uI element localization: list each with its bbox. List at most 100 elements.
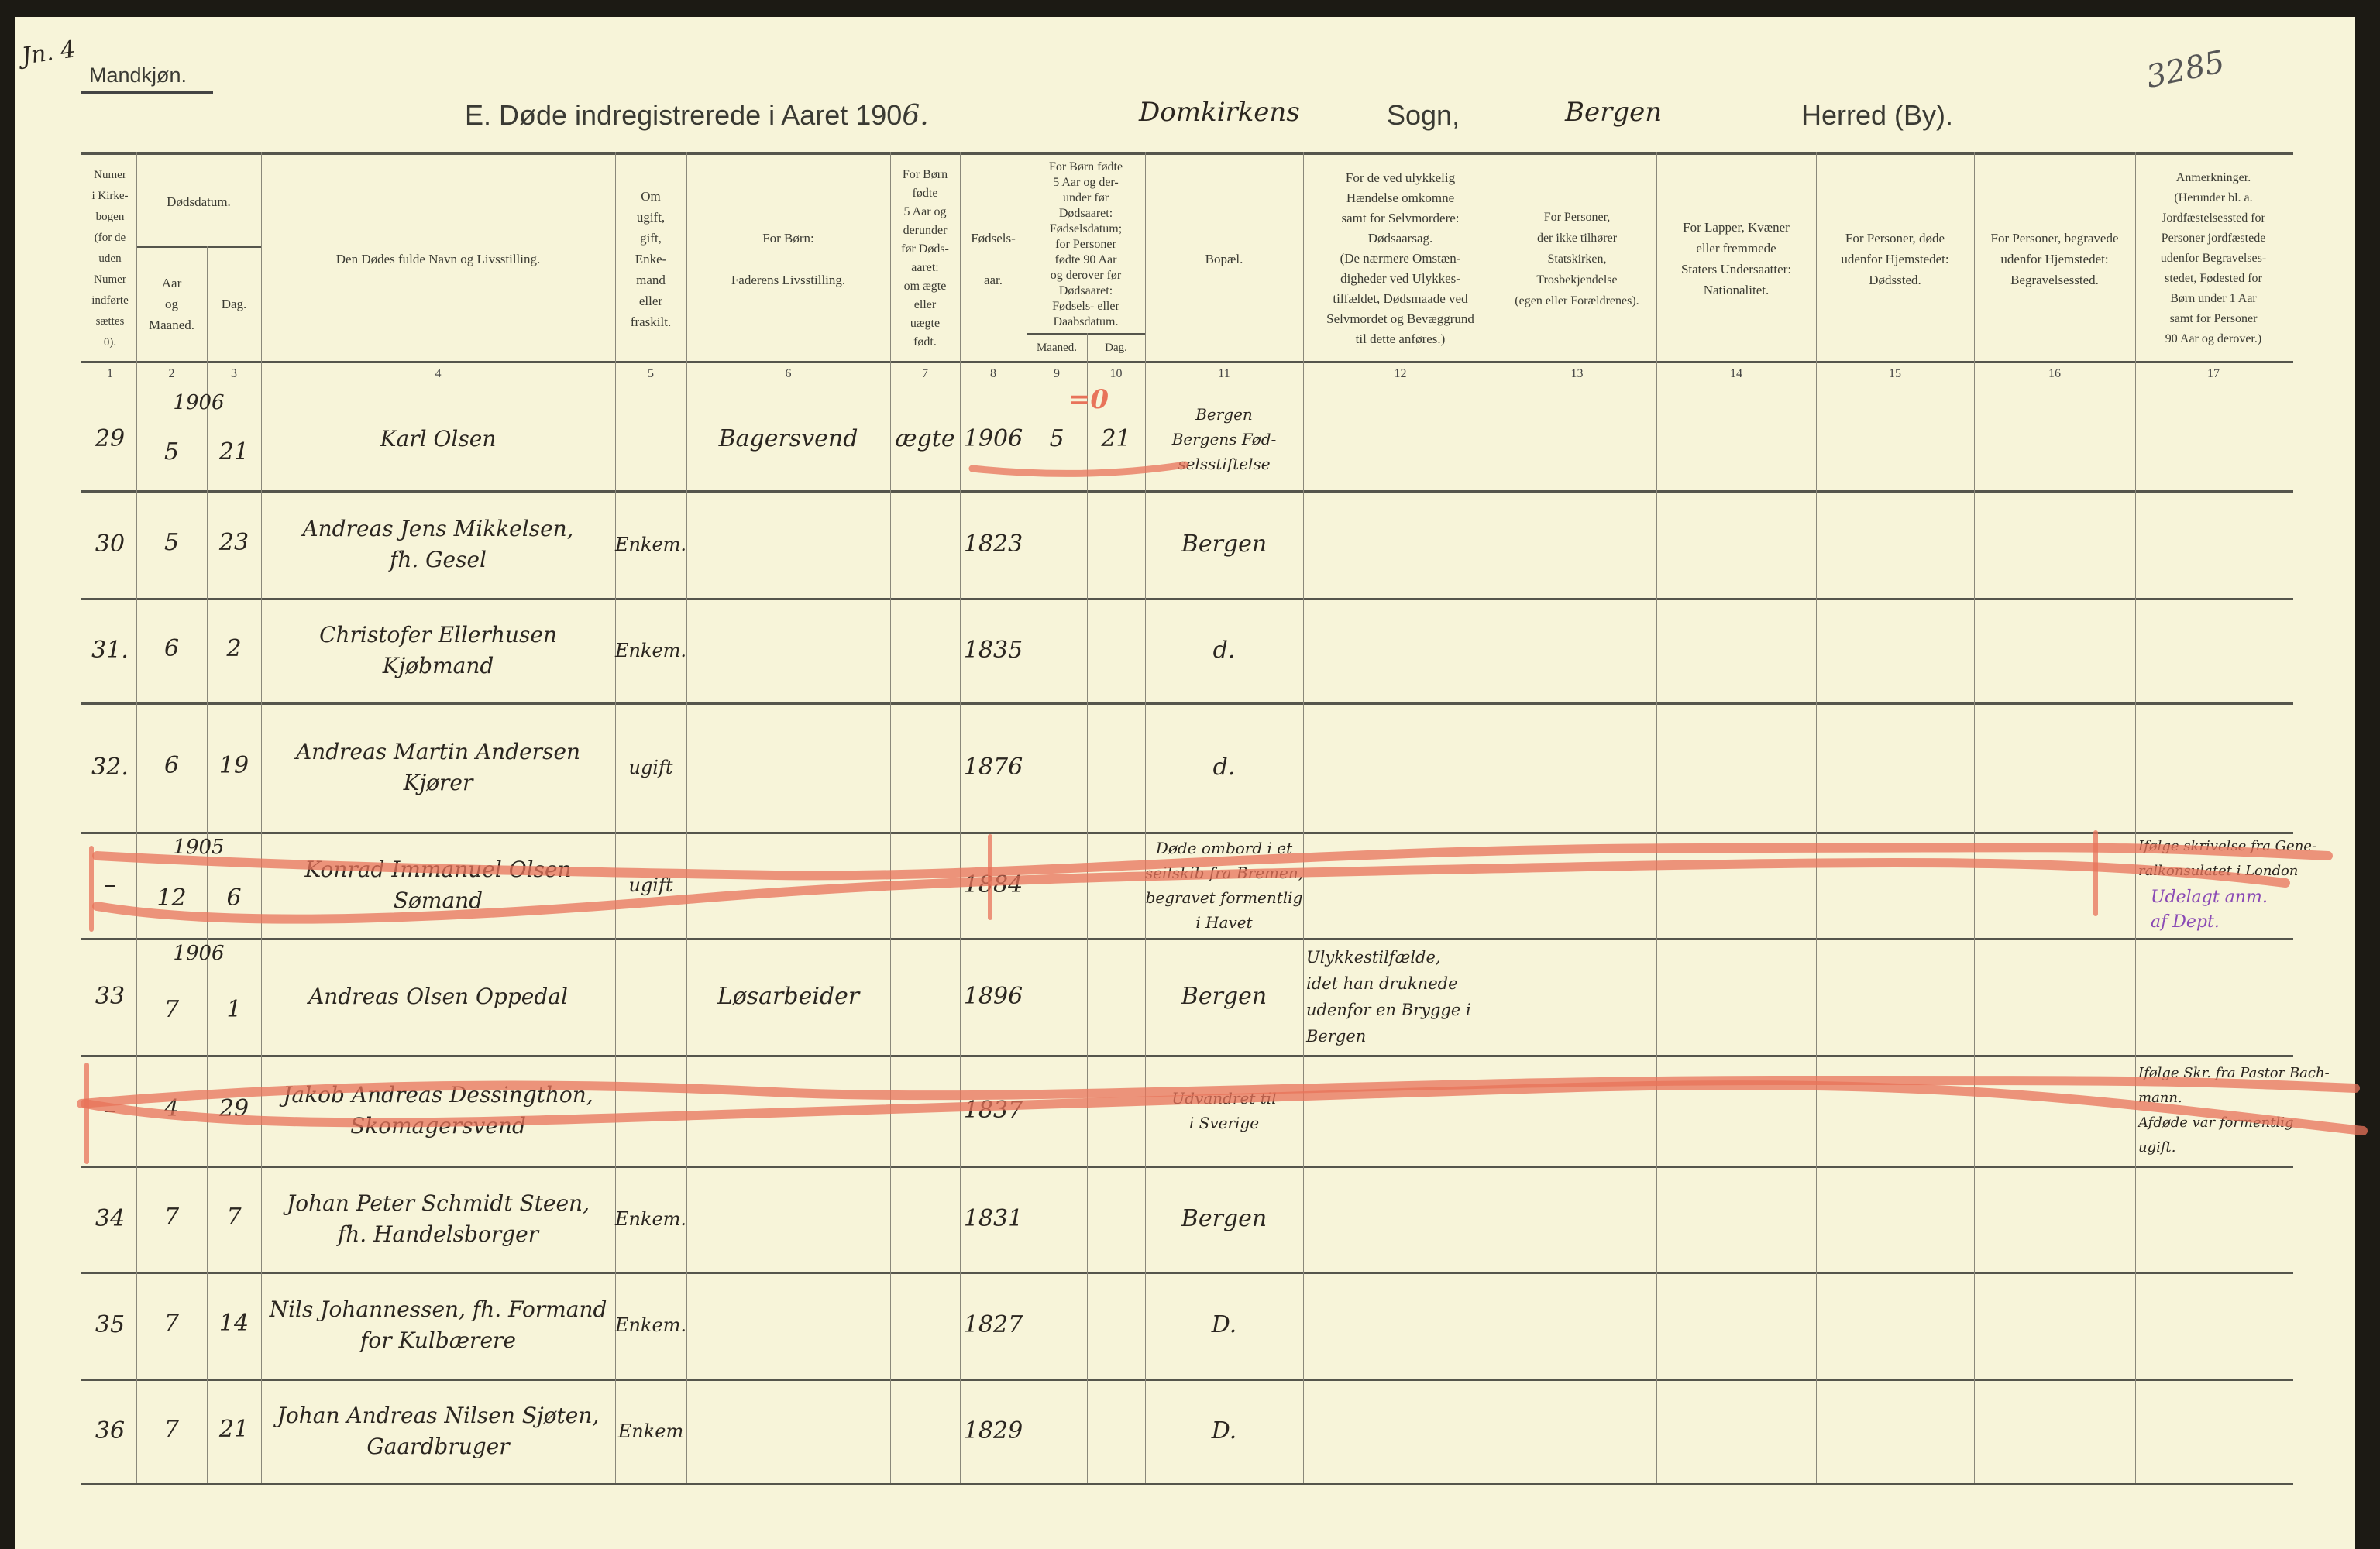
row-day: 14	[218, 1310, 249, 1337]
parish-name: Domkirkens	[1139, 97, 1300, 128]
row-name: Andreas Martin Andersen Kjører	[295, 738, 581, 795]
row-nr: 29	[95, 424, 126, 452]
column-rule	[1087, 333, 1088, 1483]
row-residence: D.	[1211, 1311, 1237, 1338]
row-residence: D.	[1211, 1417, 1237, 1444]
row-rule	[81, 1272, 2293, 1274]
row-birth-year: 1823	[963, 530, 1023, 558]
header-top-rule	[81, 152, 2293, 155]
row-month: 7	[163, 1310, 180, 1337]
row-month: 12	[156, 884, 187, 912]
row-cause: Ulykkestilfælde, idet han druknede udenf…	[1306, 947, 1471, 1046]
subheader-rule	[1027, 333, 1145, 335]
row-nr: –	[104, 871, 116, 898]
row-birth-year: 1896	[963, 982, 1023, 1010]
column-number: 13	[1570, 367, 1584, 380]
row-nr: 36	[95, 1417, 126, 1444]
row-b-day: 21	[1101, 424, 1131, 452]
column-header-c3: Dag.	[221, 296, 247, 311]
row-day: 7	[226, 1203, 242, 1231]
row-name: Johan Peter Schmidt Steen, fh. Handelsbo…	[287, 1190, 590, 1247]
row-birth-year: 1835	[963, 636, 1023, 664]
register-page	[15, 17, 2355, 1549]
row-father: Løsarbeider	[717, 982, 860, 1010]
column-rule	[261, 152, 262, 1483]
column-header-c15: For Personer, døde udenfor Hjemstedet: D…	[1841, 230, 1949, 287]
section-underline	[81, 91, 213, 94]
column-number: 6	[785, 367, 792, 380]
row-name: Karl Olsen	[380, 425, 497, 452]
row-civil: Enkem	[617, 1420, 684, 1442]
column-number: 1	[107, 367, 113, 380]
row-nr: 33	[95, 982, 126, 1010]
row-name: Andreas Jens Mikkelsen, fh. Gesel	[302, 515, 574, 572]
row-year: 1905	[173, 836, 225, 859]
row-rule	[81, 832, 2293, 834]
row-birth-year: 1876	[963, 753, 1023, 781]
subheader-rule	[136, 246, 261, 248]
row-birth-year: 1829	[963, 1417, 1023, 1444]
row-remarks-purple: Udelagt anm. af Dept.	[2151, 887, 2268, 932]
column-number: 15	[1889, 367, 1901, 380]
row-rule	[81, 598, 2293, 600]
column-number: 17	[2207, 367, 2220, 380]
row-nr: 34	[95, 1204, 126, 1232]
column-number: 5	[648, 367, 654, 380]
column-header-c4: Den Dødes fulde Navn og Livsstilling.	[335, 251, 541, 266]
row-month: 6	[163, 634, 180, 662]
column-rule	[2135, 152, 2136, 1483]
column-header-c2: Aar og Maaned.	[148, 275, 194, 332]
row-day: 23	[218, 528, 249, 556]
row-nr: 32.	[91, 753, 129, 781]
row-name: Andreas Olsen Oppedal	[308, 983, 568, 1009]
header-bottom-rule	[81, 361, 2293, 363]
column-header-c10: Dag.	[1105, 341, 1127, 354]
correction-mark: =0	[1068, 384, 1109, 415]
column-header-c16: For Personer, begravede udenfor Hjemsted…	[1990, 230, 2119, 287]
column-rule	[890, 152, 891, 1483]
column-rule	[1145, 152, 1146, 1483]
column-number: 11	[1218, 367, 1230, 380]
row-residence: Bergen Bergens Fød- selsstiftelse	[1171, 404, 1277, 473]
red-underline	[968, 461, 1189, 477]
row-month: 7	[163, 1203, 180, 1231]
row-day: 21	[218, 438, 249, 465]
column-header-c7: For Børn fødte 5 Aar og derunder før Død…	[901, 168, 949, 349]
row-residence: d.	[1212, 753, 1236, 781]
row-civil: Enkem.	[614, 533, 687, 555]
row-birth-year: 1827	[963, 1311, 1023, 1338]
column-header-c14: For Lapper, Kvæner eller fremmede Stater…	[1680, 220, 1792, 297]
row-residence: Bergen	[1181, 982, 1267, 1010]
row-rule	[81, 490, 2293, 493]
row-nr: 30	[95, 530, 126, 558]
strike-line	[81, 1080, 2368, 1135]
row-birth-year: 1906	[963, 424, 1023, 452]
column-header-c12: For de ved ulykkelig Hændelse omkomne sa…	[1326, 170, 1474, 346]
column-header-c5: Om ugift, gift, Enke- mand eller fraskil…	[630, 188, 672, 329]
title-text: E. Døde indregistrerede i Aaret 190	[465, 99, 903, 131]
column-rule	[686, 152, 687, 1483]
row-day: 2	[226, 634, 242, 662]
row-nr: 35	[95, 1311, 126, 1338]
row-legit: ægte	[895, 424, 955, 452]
column-rule	[1974, 152, 1975, 1483]
column-number: 9	[1054, 367, 1060, 380]
title-year: 6.	[902, 100, 929, 132]
column-number: 4	[435, 367, 442, 380]
row-month: 7	[163, 1415, 180, 1443]
column-number: 10	[1109, 367, 1123, 380]
row-rule	[81, 1483, 2293, 1485]
row-nr: 31.	[91, 636, 129, 664]
row-b-month: 5	[1049, 424, 1064, 452]
row-rule	[81, 1166, 2293, 1168]
column-rule	[960, 152, 961, 1483]
row-month: 6	[163, 751, 180, 779]
row-residence: d.	[1212, 636, 1236, 664]
row-residence: Bergen	[1181, 530, 1267, 558]
column-number: 3	[231, 367, 237, 380]
row-name: Christofer Ellerhusen Kjøbmand	[319, 621, 557, 678]
parish-label: Sogn,	[1387, 99, 1460, 131]
column-rule	[1656, 152, 1657, 1483]
row-year: 1906	[173, 391, 225, 414]
